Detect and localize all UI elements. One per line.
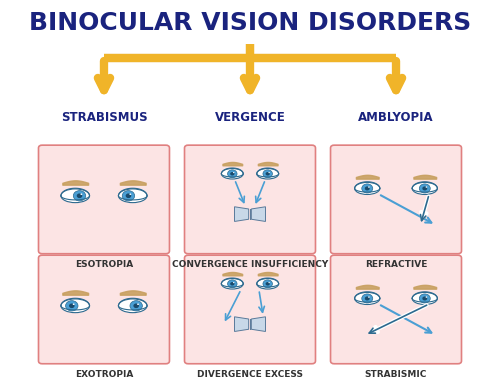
Circle shape bbox=[130, 301, 142, 311]
Circle shape bbox=[137, 304, 139, 305]
FancyBboxPatch shape bbox=[330, 255, 462, 364]
Circle shape bbox=[230, 282, 234, 285]
Ellipse shape bbox=[61, 189, 90, 203]
Ellipse shape bbox=[222, 168, 243, 179]
FancyBboxPatch shape bbox=[38, 255, 170, 364]
Polygon shape bbox=[252, 207, 266, 222]
Ellipse shape bbox=[412, 293, 438, 304]
Circle shape bbox=[263, 280, 272, 288]
Ellipse shape bbox=[354, 182, 380, 195]
Circle shape bbox=[228, 170, 237, 178]
Text: DIVERGENCE EXCESS: DIVERGENCE EXCESS bbox=[197, 370, 303, 379]
Ellipse shape bbox=[354, 293, 380, 304]
Circle shape bbox=[268, 172, 270, 173]
Ellipse shape bbox=[118, 299, 147, 313]
Circle shape bbox=[74, 191, 86, 201]
Circle shape bbox=[72, 304, 74, 305]
Circle shape bbox=[126, 193, 131, 198]
Text: REFRACTIVE: REFRACTIVE bbox=[365, 260, 427, 269]
Polygon shape bbox=[234, 207, 248, 222]
Circle shape bbox=[228, 280, 237, 288]
Circle shape bbox=[69, 304, 74, 308]
Text: VERGENCE: VERGENCE bbox=[214, 111, 286, 124]
Ellipse shape bbox=[61, 299, 90, 313]
Circle shape bbox=[368, 296, 370, 298]
Circle shape bbox=[266, 282, 270, 285]
Text: BINOCULAR VISION DISORDERS: BINOCULAR VISION DISORDERS bbox=[29, 11, 471, 35]
Circle shape bbox=[130, 193, 131, 195]
Text: ESOTROPIA: ESOTROPIA bbox=[75, 260, 133, 269]
Circle shape bbox=[233, 282, 234, 283]
Text: STRABISMUS: STRABISMUS bbox=[60, 111, 148, 124]
Circle shape bbox=[426, 296, 427, 298]
Ellipse shape bbox=[257, 168, 278, 179]
Circle shape bbox=[368, 187, 370, 188]
Circle shape bbox=[268, 282, 270, 283]
Circle shape bbox=[420, 294, 430, 303]
Text: CONVERGENCE INSUFFICIENCY: CONVERGENCE INSUFFICIENCY bbox=[172, 260, 328, 269]
FancyBboxPatch shape bbox=[184, 145, 316, 254]
Ellipse shape bbox=[257, 279, 278, 289]
Circle shape bbox=[365, 296, 370, 301]
Circle shape bbox=[266, 172, 270, 176]
Circle shape bbox=[230, 172, 234, 176]
Text: EXOTROPIA: EXOTROPIA bbox=[75, 370, 133, 379]
Circle shape bbox=[76, 193, 82, 198]
FancyBboxPatch shape bbox=[330, 145, 462, 254]
Circle shape bbox=[420, 184, 430, 193]
FancyBboxPatch shape bbox=[38, 145, 170, 254]
Ellipse shape bbox=[118, 189, 147, 203]
Ellipse shape bbox=[412, 182, 438, 195]
Circle shape bbox=[122, 191, 134, 201]
Circle shape bbox=[422, 187, 427, 190]
Text: AMBLYOPIA: AMBLYOPIA bbox=[358, 111, 434, 124]
Circle shape bbox=[422, 296, 427, 301]
Text: STRABISMIC: STRABISMIC bbox=[365, 370, 427, 379]
Circle shape bbox=[426, 187, 427, 188]
Circle shape bbox=[362, 184, 372, 193]
Circle shape bbox=[362, 294, 372, 303]
Circle shape bbox=[80, 193, 82, 195]
Circle shape bbox=[66, 301, 78, 311]
Circle shape bbox=[134, 304, 139, 308]
Circle shape bbox=[365, 187, 370, 190]
FancyBboxPatch shape bbox=[184, 255, 316, 364]
Polygon shape bbox=[252, 317, 266, 331]
Polygon shape bbox=[234, 317, 248, 331]
Circle shape bbox=[263, 170, 272, 178]
Circle shape bbox=[233, 172, 234, 173]
Ellipse shape bbox=[222, 279, 243, 289]
